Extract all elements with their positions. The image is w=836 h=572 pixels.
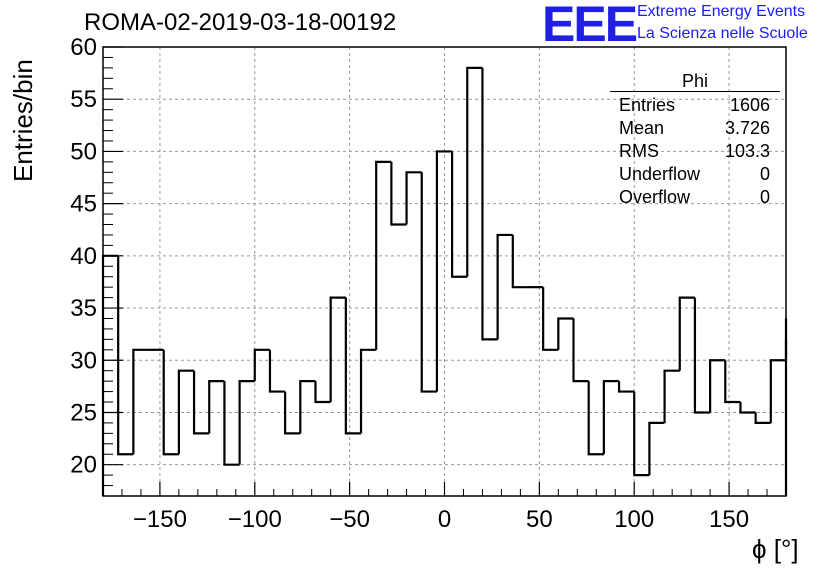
histogram-bin	[390, 161, 407, 226]
histogram-bin	[663, 369, 680, 423]
stats-label: Overflow	[619, 187, 691, 207]
histogram-bin	[769, 359, 786, 423]
histogram-bin	[754, 412, 771, 425]
histogram-bin	[724, 360, 741, 404]
histogram-bin	[542, 287, 559, 351]
eee-logo: EEE	[542, 0, 638, 52]
histogram-bin	[192, 370, 210, 435]
histogram-bin	[208, 380, 225, 434]
histogram-bin	[329, 296, 346, 403]
histogram-bin	[633, 391, 650, 477]
y-tick-label: 60	[70, 34, 97, 61]
histogram-bin	[162, 349, 179, 456]
x-axis-label: ϕ [°]	[752, 534, 799, 564]
y-tick-label: 45	[70, 191, 97, 218]
histogram-bin	[466, 66, 483, 277]
histogram-bin	[648, 421, 665, 476]
y-tick-label: 50	[70, 138, 97, 165]
x-tick-label: 50	[526, 506, 553, 533]
histogram-bin	[587, 381, 604, 456]
run-title: ROMA-02-2019-03-18-00192	[84, 9, 397, 36]
stats-label: RMS	[619, 141, 659, 161]
stats-row-rms: RMS 103.3	[610, 140, 780, 163]
histogram-bin	[709, 359, 726, 413]
stats-value: 0	[759, 187, 770, 207]
y-tick-label: 30	[70, 347, 97, 374]
histogram-bin	[435, 150, 453, 392]
eee-logo-line1: Extreme Energy Events	[637, 3, 806, 20]
histogram-bin	[602, 380, 620, 455]
y-tick-label: 25	[70, 399, 97, 426]
histogram-bin	[177, 369, 195, 455]
x-tick-label: 100	[614, 506, 654, 533]
histogram-bin	[132, 348, 149, 455]
histogram-bin	[557, 317, 574, 350]
x-tick-label: −100	[228, 506, 282, 533]
stats-title: Phi	[610, 71, 780, 92]
y-tick-label: 40	[70, 243, 97, 270]
histogram-bin	[678, 296, 695, 371]
stats-row-overflow: Overflow 0	[610, 186, 780, 209]
histogram-bin	[481, 67, 498, 341]
stats-label: Entries	[619, 95, 676, 115]
histogram-bin	[359, 348, 377, 434]
axis-ticks	[103, 46, 768, 496]
y-tick-label: 35	[70, 295, 97, 322]
y-tick-label: 55	[70, 86, 97, 113]
histogram-layer	[101, 66, 788, 496]
histogram-bin	[375, 160, 392, 350]
x-tick-label: −150	[133, 506, 187, 533]
histogram-bin	[739, 402, 756, 414]
histogram-bin	[268, 349, 286, 393]
histogram-bin	[617, 381, 635, 393]
histogram-bin	[299, 380, 316, 434]
histogram-bin	[511, 234, 528, 289]
stats-box: Phi Entries 1606 Mean 3.726 RMS 103.3 Un…	[610, 71, 780, 209]
histogram-bin	[253, 348, 270, 382]
stats-row-mean: Mean 3.726	[610, 117, 780, 140]
stats-row-entries: Entries 1606	[610, 94, 780, 117]
histogram-bin	[405, 171, 422, 225]
histogram-bin	[238, 380, 255, 465]
stats-label: Underflow	[619, 164, 701, 184]
histogram-bin	[223, 381, 240, 466]
stats-value: 103.3	[724, 141, 770, 161]
histogram-bin	[420, 172, 437, 393]
tick-labels: −150 −100 −50 0 50 100 150 20 25 30 35 40 45 50 55 60	[70, 34, 749, 533]
histogram-bin	[450, 151, 468, 278]
x-tick-label: −50	[329, 506, 370, 533]
stats-label: Mean	[619, 118, 665, 138]
x-tick-label: 0	[438, 506, 451, 533]
histogram-bin	[572, 318, 589, 383]
eee-logo-line2: La Scienza nelle Scuole	[637, 25, 808, 42]
grid-lines	[103, 46, 786, 496]
histogram-bin	[314, 381, 331, 404]
histogram-bin	[284, 391, 301, 435]
stats-value: 1606	[729, 95, 770, 115]
histogram-bin	[496, 233, 513, 340]
y-tick-label: 20	[70, 452, 97, 479]
stats-value: 0	[759, 164, 770, 184]
histogram-bin	[117, 255, 134, 456]
histogram-bin	[693, 297, 711, 414]
x-tick-label: 150	[709, 506, 749, 533]
stats-value: 3.726	[724, 118, 770, 138]
y-axis-label: Entries/bin	[8, 59, 38, 182]
histogram-bin	[101, 254, 119, 496]
stats-row-underflow: Underflow 0	[610, 163, 780, 186]
histogram-bin	[344, 297, 362, 435]
